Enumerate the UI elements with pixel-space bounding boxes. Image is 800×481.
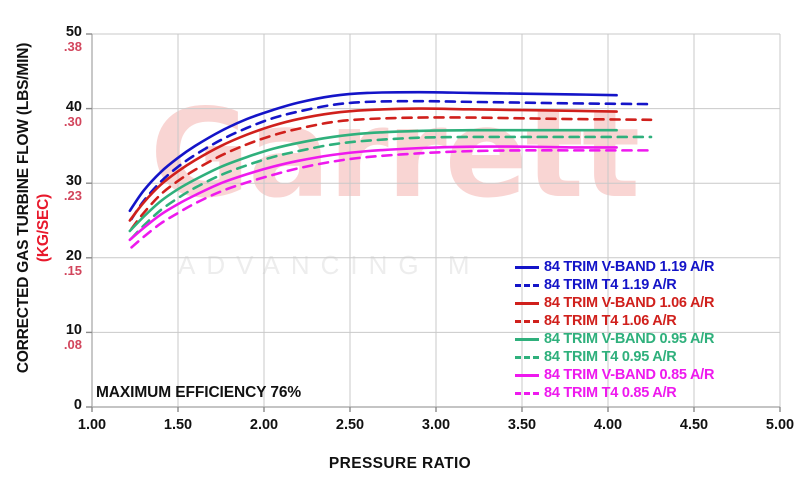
y-tick-primary: 50 — [65, 24, 82, 40]
legend-item-label: 84 TRIM V-BAND 1.19 A/R — [544, 259, 715, 275]
legend-item[interactable]: 84 TRIM T4 1.19 A/R — [515, 276, 714, 294]
series-line — [128, 128, 618, 233]
y-tick-primary: 30 — [65, 173, 82, 190]
legend-item-label: 84 TRIM V-BAND 0.85 A/R — [544, 367, 715, 383]
legend: 84 TRIM V-BAND 1.19 A/R 84 TRIM T4 1.19 A… — [515, 258, 714, 402]
legend-item[interactable]: 84 TRIM V-BAND 1.19 A/R — [515, 258, 714, 276]
x-tick-label: 2.00 — [249, 417, 279, 433]
legend-item-label: 84 TRIM T4 0.85 A/R — [544, 385, 677, 401]
y-tick-label: 10.08 — [48, 323, 82, 352]
y-tick-label: 50.38 — [48, 25, 82, 54]
y-tick-secondary: .15 — [63, 262, 82, 278]
x-tick-label: 1.50 — [163, 417, 193, 433]
x-axis-title: PRESSURE RATIO — [328, 455, 472, 472]
watermark-tagline: ADVANCING M — [178, 250, 481, 280]
y-tick-primary: 0 — [73, 397, 82, 413]
x-tick-label: 4.00 — [593, 417, 623, 433]
x-tick-label: 3.50 — [507, 417, 537, 433]
legend-swatch-icon — [515, 296, 539, 310]
series-line — [130, 135, 653, 240]
legend-swatch-icon — [515, 332, 539, 346]
legend-swatch-icon — [515, 368, 539, 382]
series-line — [128, 107, 618, 222]
y-axis-title-secondary: (KG/SEC) — [32, 28, 56, 428]
series-group — [128, 90, 653, 249]
y-tick-label: 20.15 — [48, 247, 82, 278]
x-tick-label: 4.50 — [679, 417, 709, 433]
y-tick-primary: 20 — [65, 247, 82, 264]
y-tick-label: 30.23 — [48, 174, 82, 203]
y-tick-secondary: .38 — [63, 39, 82, 54]
legend-item-label: 84 TRIM T4 0.95 A/R — [544, 349, 677, 365]
y-tick-label: 40.30 — [48, 98, 82, 129]
legend-item[interactable]: 84 TRIM V-BAND 0.95 A/R — [515, 330, 714, 348]
series-line — [130, 149, 653, 249]
legend-swatch-icon — [515, 314, 539, 328]
series-line — [130, 99, 653, 221]
legend-item[interactable]: 84 TRIM V-BAND 1.06 A/R — [515, 294, 714, 312]
x-tick-label: 2.50 — [335, 417, 365, 433]
y-tick-primary: 40 — [65, 98, 82, 115]
grid-lines — [91, 33, 781, 408]
series-line — [130, 116, 653, 231]
legend-item-label: 84 TRIM V-BAND 1.06 A/R — [544, 295, 715, 311]
legend-item-label: 84 TRIM T4 1.19 A/R — [544, 277, 677, 293]
legend-item[interactable]: 84 TRIM T4 0.95 A/R — [515, 348, 714, 366]
legend-item[interactable]: 84 TRIM V-BAND 0.85 A/R — [515, 366, 714, 384]
legend-swatch-icon — [515, 386, 539, 400]
max-efficiency-annotation: MAXIMUM EFFICIENCY 76% — [96, 384, 302, 401]
series-line — [128, 90, 618, 213]
legend-swatch-icon — [515, 260, 539, 274]
legend-item-label: 84 TRIM T4 1.06 A/R — [544, 313, 677, 329]
x-tick-label: 3.00 — [421, 417, 451, 433]
legend-item[interactable]: 84 TRIM T4 0.85 A/R — [515, 384, 714, 402]
y-tick-primary: 10 — [65, 322, 82, 339]
y-tick-label: 0 — [48, 398, 82, 413]
watermark-brand: Garrett — [150, 83, 640, 225]
x-tick-label: 1.00 — [77, 417, 107, 433]
legend-swatch-icon — [515, 350, 539, 364]
x-tick-label: 5.00 — [765, 417, 795, 433]
y-tick-secondary: .30 — [63, 113, 82, 129]
legend-item[interactable]: 84 TRIM T4 1.06 A/R — [515, 312, 714, 330]
legend-swatch-icon — [515, 278, 539, 292]
y-tick-secondary: .23 — [63, 188, 82, 204]
series-line — [128, 145, 618, 242]
legend-item-label: 84 TRIM V-BAND 0.95 A/R — [544, 331, 715, 347]
y-tick-secondary: .08 — [63, 337, 82, 353]
